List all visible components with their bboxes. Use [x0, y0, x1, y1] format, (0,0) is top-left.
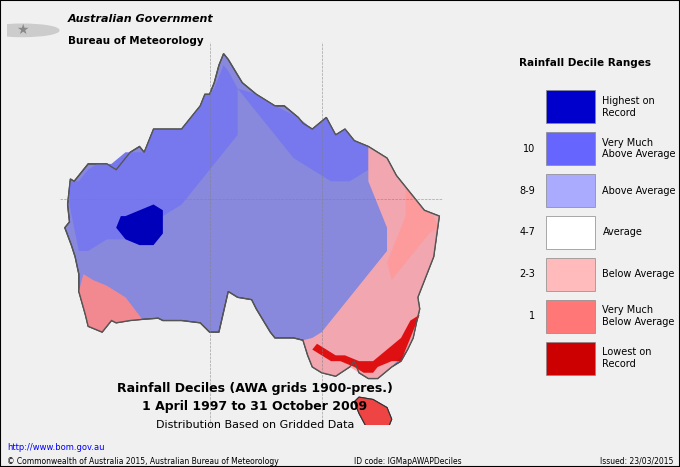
Text: Australian Government: Australian Government [68, 14, 214, 24]
Polygon shape [387, 187, 439, 280]
Text: 2-3: 2-3 [520, 269, 535, 279]
Polygon shape [303, 147, 439, 379]
Text: Lowest on
Record: Lowest on Record [602, 347, 652, 369]
Text: © Commonwealth of Australia 2015, Australian Bureau of Meteorology: © Commonwealth of Australia 2015, Austra… [7, 457, 279, 466]
Polygon shape [237, 88, 369, 181]
Text: Issued: 23/03/2015: Issued: 23/03/2015 [600, 457, 673, 466]
Polygon shape [69, 65, 237, 251]
FancyBboxPatch shape [546, 174, 596, 207]
Polygon shape [354, 397, 392, 437]
Text: Bureau of Meteorology: Bureau of Meteorology [68, 35, 203, 46]
Polygon shape [116, 205, 163, 245]
FancyBboxPatch shape [546, 216, 596, 249]
Text: Very Much
Above Average: Very Much Above Average [602, 138, 676, 160]
Polygon shape [312, 315, 420, 373]
Circle shape [0, 24, 58, 36]
Text: 10: 10 [523, 144, 535, 154]
Text: Very Much
Below Average: Very Much Below Average [602, 305, 675, 327]
Text: 1: 1 [529, 311, 535, 321]
Text: ★: ★ [16, 23, 29, 37]
Text: 4-7: 4-7 [520, 227, 535, 238]
Text: Above Average: Above Average [602, 185, 676, 196]
Text: Highest on
Record: Highest on Record [602, 96, 656, 118]
FancyBboxPatch shape [546, 132, 596, 165]
Text: Average: Average [602, 227, 643, 238]
Polygon shape [354, 397, 392, 437]
Text: http://www.bom.gov.au: http://www.bom.gov.au [7, 443, 104, 452]
FancyBboxPatch shape [546, 300, 596, 333]
Text: Below Average: Below Average [602, 269, 675, 279]
FancyBboxPatch shape [546, 258, 596, 291]
Text: ID code: IGMapAWAPDeciles: ID code: IGMapAWAPDeciles [354, 457, 461, 466]
Text: 8-9: 8-9 [520, 185, 535, 196]
FancyBboxPatch shape [546, 91, 596, 123]
Text: Distribution Based on Gridded Data: Distribution Based on Gridded Data [156, 419, 354, 430]
Polygon shape [79, 274, 142, 332]
Text: Rainfall Decile Ranges: Rainfall Decile Ranges [519, 57, 651, 68]
Text: 1 April 1997 to 31 October 2009: 1 April 1997 to 31 October 2009 [142, 401, 368, 413]
Text: Rainfall Deciles (AWA grids 1900-pres.): Rainfall Deciles (AWA grids 1900-pres.) [117, 382, 393, 395]
Polygon shape [65, 54, 439, 379]
FancyBboxPatch shape [546, 342, 596, 375]
